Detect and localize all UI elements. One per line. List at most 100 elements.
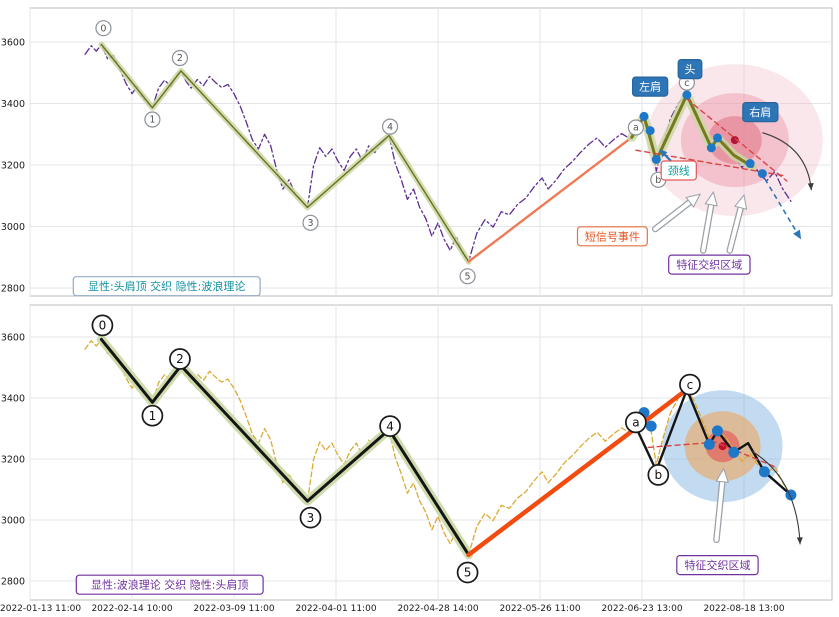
- label-box: [668, 254, 751, 275]
- wave-marker: [647, 464, 670, 486]
- label-text: 显性:波浪理论 交织 隐性:头肩顶: [91, 578, 248, 592]
- pattern-dot: [745, 159, 755, 168]
- x-tick-label: 2022-08-18 13:00: [703, 604, 784, 614]
- pattern-dot: [758, 466, 770, 478]
- wave-marker-label: 5: [464, 566, 472, 580]
- wave-marker: [299, 506, 322, 529]
- wave-marker: [459, 268, 476, 285]
- arrow-head: [793, 229, 802, 240]
- pattern-dot: [651, 155, 661, 164]
- wave-marker: [302, 214, 319, 231]
- wave-marker-label: b: [655, 175, 661, 186]
- y-tick-label: 3200: [1, 161, 25, 172]
- label-box: [677, 58, 703, 80]
- wave-marker-label: a: [633, 123, 639, 134]
- pattern-dot: [703, 438, 715, 450]
- label-box: [742, 101, 779, 123]
- wave-marker-label: 5: [465, 272, 471, 283]
- pattern-dot: [711, 425, 723, 437]
- arrow-head: [704, 190, 718, 207]
- arrow-head: [807, 183, 814, 191]
- annotation-label: 右肩: [742, 101, 779, 123]
- label-text: 短信号事件: [585, 229, 640, 243]
- wave-marker-label: 3: [307, 218, 313, 229]
- head-shoulders-pattern: [630, 93, 754, 168]
- wave-marker-label: 2: [176, 352, 184, 366]
- x-tick-label: 2022-01-13 11:00: [0, 604, 81, 614]
- wave-marker: [141, 404, 164, 427]
- wave-marker: [171, 49, 189, 67]
- annotation-label: 短信号事件: [576, 226, 648, 247]
- y-tick-label: 3400: [1, 394, 25, 405]
- pattern-dot: [728, 446, 740, 458]
- annotation-label: 特征交织区域: [668, 254, 751, 275]
- wave-marker-label: 1: [149, 115, 155, 126]
- wave-markers: 0 1 2 3 4 5 a b c: [91, 314, 701, 584]
- pattern-dot: [682, 90, 692, 100]
- label-box: [631, 76, 669, 97]
- y-tick-label: 3000: [1, 222, 25, 233]
- x-tick-label: 2022-04-28 14:00: [397, 604, 478, 614]
- y-tick-label: 3600: [1, 38, 25, 49]
- label-text: 头: [684, 63, 695, 76]
- label-box: [75, 574, 264, 595]
- wave-marker: [625, 411, 647, 434]
- wave-marker-label: 0: [100, 23, 106, 34]
- annotation-label: 颈线: [660, 160, 697, 181]
- wave-marker-label: 2: [177, 53, 183, 64]
- plot-area: [29, 7, 833, 297]
- neckline-dash: [635, 149, 784, 177]
- decline-dash: [686, 98, 788, 182]
- y-tick-label: 2800: [1, 284, 25, 295]
- pattern-dot: [712, 133, 722, 143]
- feature-overlap-rings: [662, 390, 783, 503]
- annotation-arrows: [713, 450, 803, 545]
- curve-arrow: [762, 132, 812, 191]
- wave-marker: [169, 348, 191, 370]
- wave-marker-label: 3: [307, 511, 315, 525]
- x-tick-label: 2022-03-09 11:00: [193, 604, 274, 614]
- annotation-label: 显性:头肩顶 交织 隐性:波浪理论: [72, 276, 261, 297]
- wave-marker-label: 4: [387, 122, 393, 133]
- y-tick-label: 3400: [1, 99, 25, 110]
- curve-arrow: [751, 450, 801, 545]
- annotation-label: 特征交织区域: [676, 554, 759, 576]
- pattern-dot: [639, 111, 649, 121]
- label-box: [72, 276, 261, 297]
- annotation-label: 头: [677, 58, 703, 80]
- annotation-label: 显性:波浪理论 交织 隐性:头肩顶: [75, 574, 264, 595]
- wave-marker: [456, 561, 479, 584]
- label-text: 右肩: [749, 105, 771, 119]
- y-tick-label: 3200: [1, 455, 25, 466]
- wave-marker-label: c: [687, 378, 694, 392]
- label-text: 左肩: [639, 80, 661, 94]
- panel-top: 3600 3400 3200 3000 2800 0 1 2 3 4 5 a b c 左肩 头右肩颈线短信号事…: [1, 7, 833, 297]
- annotation-arrows: [652, 132, 814, 254]
- wave-marker: [95, 20, 112, 37]
- pattern-dot: [645, 420, 657, 432]
- wave-trend: [99, 337, 471, 557]
- arrow-head: [796, 537, 803, 545]
- label-text: 显性:头肩顶 交织 隐性:波浪理论: [88, 279, 245, 293]
- rise-line: [467, 136, 633, 263]
- pattern-dot: [706, 143, 716, 153]
- x-tick-label: 2022-04-01 11:00: [295, 604, 376, 614]
- wave-trend: [100, 43, 470, 263]
- wave-marker-label: 4: [386, 419, 394, 433]
- label-box: [660, 160, 697, 181]
- panel-bottom: 3600 3400 3200 3000 2800 0 1 2 3 4 5 a b c 特征交织区域显性:波浪…: [1, 304, 833, 601]
- wave-marker: [381, 118, 399, 135]
- wave-marker: [627, 119, 644, 136]
- y-tick-label: 3600: [1, 333, 25, 344]
- feature-overlap-rings: [646, 64, 823, 217]
- impulse-to-c: [466, 387, 690, 558]
- neckline-dash: [647, 441, 778, 469]
- label-box: [676, 554, 759, 576]
- y-tick-label: 3000: [1, 516, 25, 527]
- arrow-head: [715, 467, 730, 483]
- arrow-head: [659, 149, 668, 158]
- wave-marker: [679, 373, 701, 396]
- annotation-label: 左肩: [631, 76, 669, 97]
- x-axis-labels: 2022-01-13 11:00 2022-02-14 10:00 2022-03-…: [0, 604, 785, 614]
